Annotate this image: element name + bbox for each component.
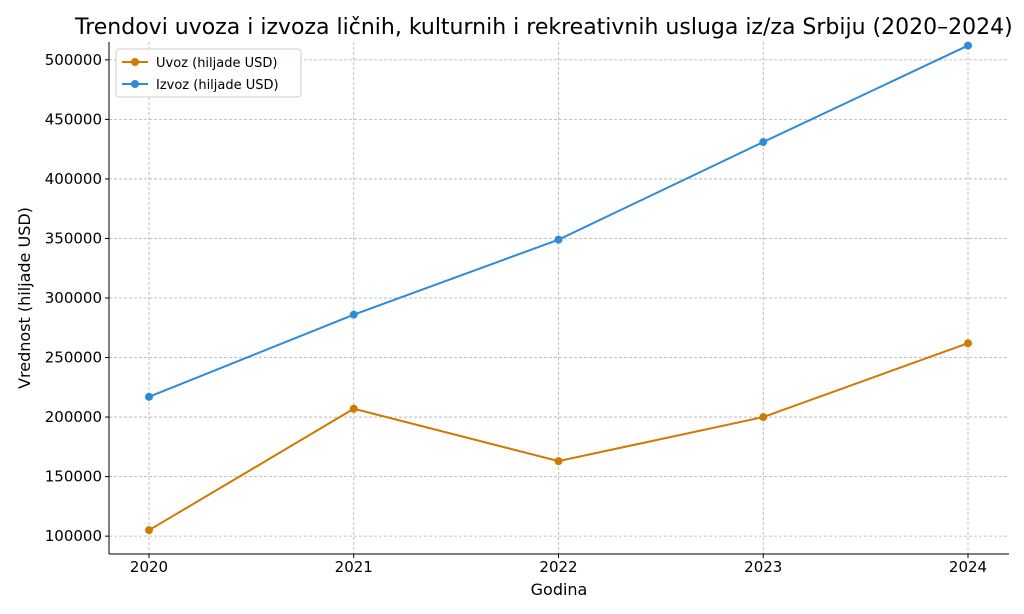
legend: Uvoz (hiljade USD) Izvoz (hiljade USD) — [115, 48, 302, 98]
data-point-0-2 — [554, 457, 563, 466]
legend-item-0: Uvoz (hiljade USD) — [122, 56, 277, 71]
y-tick-label-2: 200000 — [45, 408, 102, 426]
y-tick-label-7: 450000 — [45, 110, 102, 128]
data-point-0-0 — [145, 526, 153, 535]
legend-item-1: Izvoz (hiljade USD) — [122, 78, 279, 93]
data-point-0-4 — [964, 339, 972, 348]
data-point-0-3 — [759, 413, 768, 422]
data-point-1-0 — [145, 392, 153, 401]
legend-frame — [115, 48, 302, 98]
y-tick-labels: 100000 150000 200000 250000 300000 350000 4000… — [45, 51, 109, 545]
y-axis-label: Vrednost (hiljade USD) — [15, 207, 34, 389]
y-tick-label-1: 150000 — [45, 468, 102, 486]
legend-label-0: Uvoz (hiljade USD) — [156, 56, 277, 71]
data-point-0-1 — [349, 404, 358, 413]
x-axis-label: Godina — [531, 580, 588, 599]
series-group — [145, 41, 972, 535]
x-tick-label-2: 2022 — [539, 558, 577, 576]
series-1 — [145, 41, 972, 401]
x-tick-label-3: 2023 — [744, 558, 782, 576]
data-point-1-3 — [759, 138, 768, 147]
data-point-1-1 — [349, 310, 358, 319]
legend-marker-0 — [131, 58, 139, 66]
y-tick-label-8: 500000 — [45, 51, 102, 69]
y-tick-label-0: 100000 — [45, 527, 102, 545]
x-tick-label-0: 2020 — [130, 558, 168, 576]
y-tick-label-4: 300000 — [45, 289, 102, 307]
y-tick-label-6: 400000 — [45, 170, 102, 188]
legend-marker-1 — [131, 80, 139, 88]
x-tick-label-1: 2021 — [335, 558, 373, 576]
x-tick-labels: 2020 2021 2022 2023 2024 — [130, 554, 987, 576]
chart-title: Trendovi uvoza i izvoza ličnih, kulturni… — [74, 15, 1013, 40]
grid — [109, 42, 1009, 554]
x-tick-label-4: 2024 — [949, 558, 987, 576]
y-tick-label-5: 350000 — [45, 229, 102, 247]
series-0 — [145, 339, 972, 535]
data-point-1-2 — [554, 235, 563, 244]
y-tick-label-3: 250000 — [45, 349, 102, 367]
data-point-1-4 — [964, 41, 972, 50]
legend-label-1: Izvoz (hiljade USD) — [156, 78, 279, 93]
